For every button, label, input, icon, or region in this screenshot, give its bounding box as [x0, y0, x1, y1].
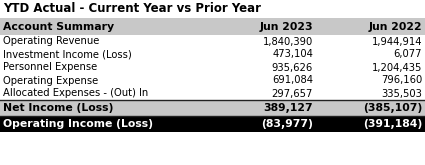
Text: 935,626: 935,626 [272, 63, 313, 72]
Text: (385,107): (385,107) [363, 103, 422, 113]
Bar [0, 18, 425, 35]
Text: 1,204,435: 1,204,435 [371, 63, 422, 72]
Text: 473,104: 473,104 [272, 50, 313, 60]
Text: Account Summary: Account Summary [3, 21, 114, 32]
Text: 297,657: 297,657 [272, 88, 313, 99]
Text: 796,160: 796,160 [381, 76, 422, 85]
Text: 389,127: 389,127 [264, 103, 313, 113]
Bar [0, 35, 425, 100]
Text: 6,077: 6,077 [394, 50, 422, 60]
Text: Personnel Expense: Personnel Expense [3, 63, 97, 72]
Text: Jun 2022: Jun 2022 [368, 21, 422, 32]
Text: Investment Income (Loss): Investment Income (Loss) [3, 50, 132, 60]
Text: 691,084: 691,084 [272, 76, 313, 85]
Bar [0, 0, 425, 18]
Text: (83,977): (83,977) [261, 119, 313, 129]
Text: Operating Revenue: Operating Revenue [3, 36, 99, 47]
Text: 1,840,390: 1,840,390 [263, 36, 313, 47]
Text: (391,184): (391,184) [363, 119, 422, 129]
Text: YTD Actual - Current Year vs Prior Year: YTD Actual - Current Year vs Prior Year [3, 2, 261, 16]
Text: Net Income (Loss): Net Income (Loss) [3, 103, 113, 113]
Text: 1,944,914: 1,944,914 [371, 36, 422, 47]
Text: Operating Income (Loss): Operating Income (Loss) [3, 119, 153, 129]
Text: Allocated Expenses - (Out) In: Allocated Expenses - (Out) In [3, 88, 148, 99]
Text: Operating Expense: Operating Expense [3, 76, 98, 85]
Text: 335,503: 335,503 [381, 88, 422, 99]
Bar [0, 100, 425, 116]
Text: Jun 2023: Jun 2023 [259, 21, 313, 32]
Bar [0, 116, 425, 132]
